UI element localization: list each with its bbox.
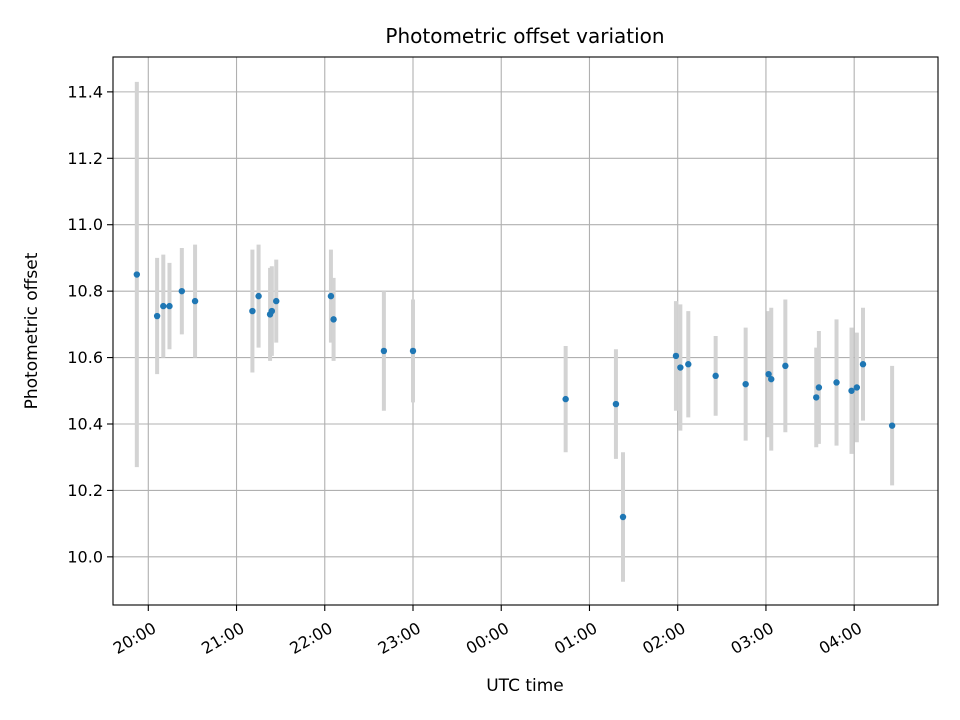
data-point (848, 387, 855, 394)
data-point (133, 271, 141, 278)
data-point (815, 384, 823, 391)
data-point (153, 312, 161, 320)
data-point (249, 307, 256, 315)
y-axis-ticks: 10.0 10.2 10.4 10.6 10.8 11.0 11.2 11.4 (67, 82, 113, 566)
y-tick-label: 11.4 (67, 82, 103, 101)
x-axis-title: UTC time (486, 676, 564, 696)
data-point (178, 287, 186, 295)
data-point (166, 302, 173, 310)
y-tick-label: 10.8 (67, 282, 103, 301)
data-point (327, 292, 335, 300)
data-point (330, 316, 337, 323)
y-tick-label: 10.4 (67, 414, 103, 433)
data-point (813, 394, 820, 401)
data-point (765, 370, 772, 378)
data-point (859, 361, 867, 368)
data-points (133, 271, 896, 521)
y-tick-label: 10.0 (67, 547, 103, 566)
data-point (409, 347, 417, 355)
data-point (255, 292, 262, 300)
data-point (380, 347, 388, 355)
data-point (268, 307, 276, 315)
data-point (191, 297, 199, 305)
y-tick-label: 10.2 (67, 481, 103, 500)
data-point (612, 400, 620, 408)
data-point (273, 297, 280, 305)
data-point (160, 302, 167, 310)
data-point (782, 362, 789, 370)
y-tick-label: 10.6 (67, 348, 103, 367)
data-point (685, 361, 692, 368)
y-axis-title: Photometric offset (22, 252, 42, 409)
data-point (888, 422, 896, 429)
grid (113, 57, 938, 605)
data-point (562, 395, 569, 403)
data-point (672, 352, 680, 360)
y-tick-label: 11.2 (67, 149, 103, 168)
data-point (619, 513, 627, 521)
chart-title: Photometric offset variation (385, 24, 664, 48)
data-point (833, 379, 840, 386)
data-point (768, 375, 775, 383)
data-point (742, 380, 749, 388)
plot-area-frame (112, 56, 939, 606)
data-point (712, 372, 719, 380)
data-point (677, 364, 684, 371)
y-tick-label: 11.0 (67, 215, 103, 234)
data-point (853, 384, 861, 391)
